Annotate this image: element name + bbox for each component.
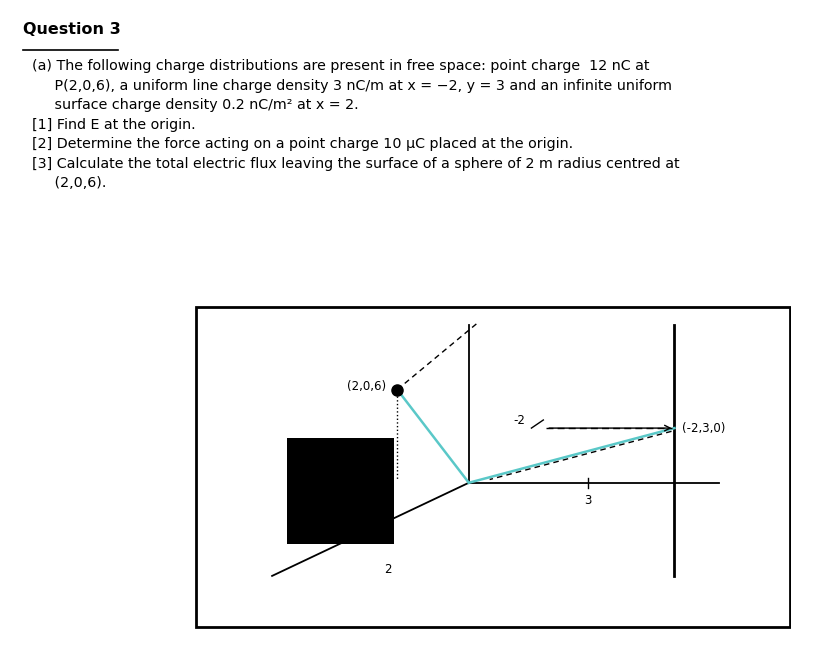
Text: 3: 3	[584, 494, 591, 507]
Bar	[287, 438, 394, 544]
Text: (a) The following charge distributions are present in free space: point charge  : (a) The following charge distributions a…	[23, 59, 679, 190]
Text: (-2,3,0): (-2,3,0)	[681, 422, 724, 435]
Text: 2: 2	[384, 563, 392, 576]
Text: -2: -2	[513, 414, 525, 427]
Text: (2,0,6): (2,0,6)	[347, 380, 385, 393]
Text: Question 3: Question 3	[23, 22, 121, 37]
